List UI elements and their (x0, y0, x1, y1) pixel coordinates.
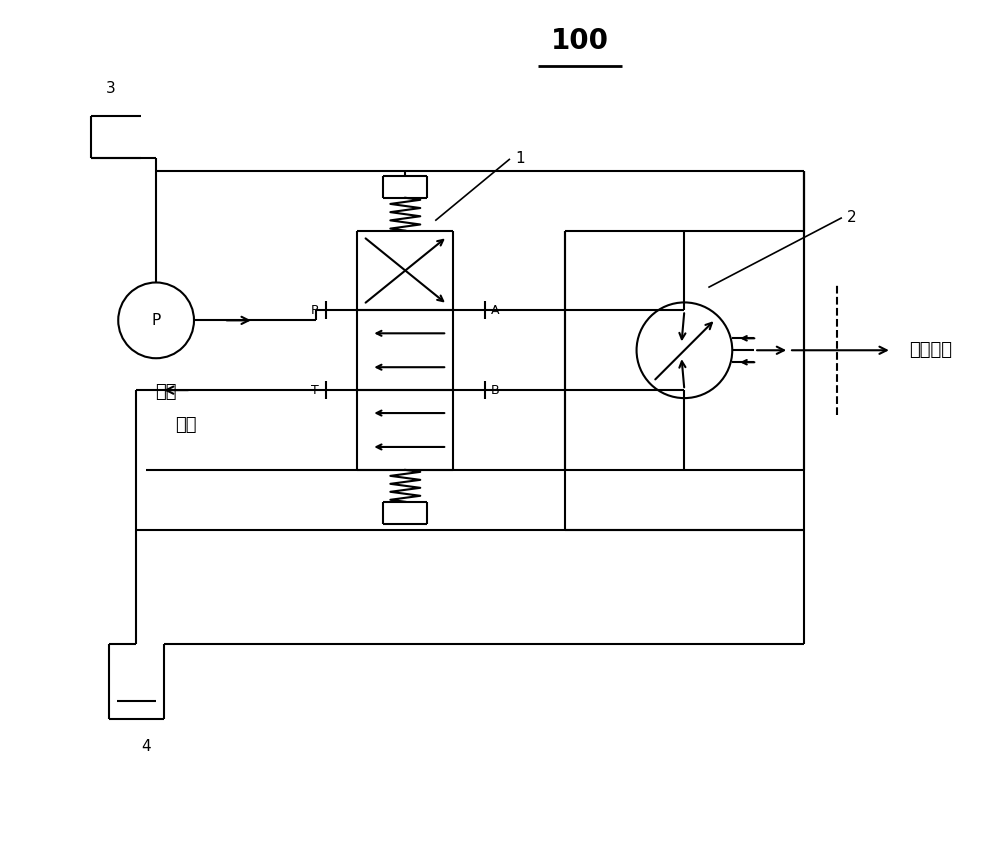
Text: 2: 2 (847, 210, 857, 225)
Text: A: A (491, 304, 500, 317)
Text: 3: 3 (106, 80, 116, 96)
Text: B: B (491, 384, 500, 397)
Text: 供油: 供油 (155, 383, 177, 401)
Text: 1: 1 (515, 151, 525, 166)
Text: P: P (151, 313, 161, 328)
Text: 4: 4 (141, 740, 151, 754)
Text: P: P (311, 304, 319, 317)
Text: 回油: 回油 (175, 416, 197, 434)
Text: T: T (311, 384, 319, 397)
Text: 驱动舱门: 驱动舱门 (909, 342, 952, 359)
Text: 100: 100 (551, 28, 609, 55)
